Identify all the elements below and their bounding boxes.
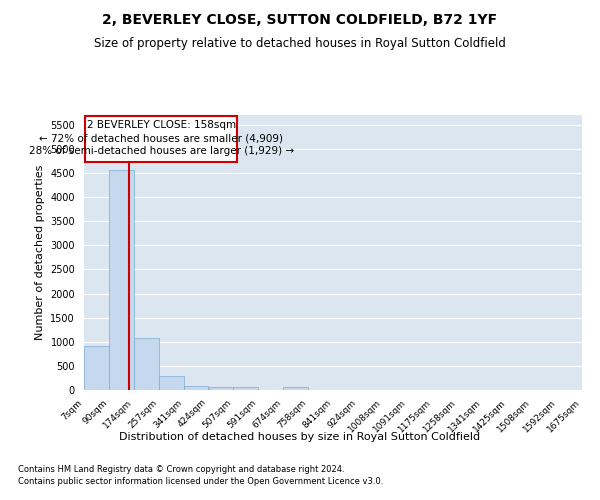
Text: 2, BEVERLEY CLOSE, SUTTON COLDFIELD, B72 1YF: 2, BEVERLEY CLOSE, SUTTON COLDFIELD, B72… xyxy=(103,12,497,26)
Text: Size of property relative to detached houses in Royal Sutton Coldfield: Size of property relative to detached ho… xyxy=(94,38,506,51)
Text: Contains public sector information licensed under the Open Government Licence v3: Contains public sector information licen… xyxy=(18,478,383,486)
Bar xyxy=(85,116,237,162)
Text: 28% of semi-detached houses are larger (1,929) →: 28% of semi-detached houses are larger (… xyxy=(29,146,294,156)
Bar xyxy=(109,170,134,390)
Text: ← 72% of detached houses are smaller (4,909): ← 72% of detached houses are smaller (4,… xyxy=(40,133,283,143)
Bar xyxy=(134,338,158,390)
Bar xyxy=(233,388,259,390)
Text: Contains HM Land Registry data © Crown copyright and database right 2024.: Contains HM Land Registry data © Crown c… xyxy=(18,465,344,474)
Bar xyxy=(283,387,308,390)
Bar xyxy=(84,346,109,390)
Y-axis label: Number of detached properties: Number of detached properties xyxy=(35,165,44,340)
Bar xyxy=(184,386,209,390)
Bar xyxy=(209,387,233,390)
Text: Distribution of detached houses by size in Royal Sutton Coldfield: Distribution of detached houses by size … xyxy=(119,432,481,442)
Bar xyxy=(158,376,184,390)
Text: 2 BEVERLEY CLOSE: 158sqm: 2 BEVERLEY CLOSE: 158sqm xyxy=(87,120,236,130)
